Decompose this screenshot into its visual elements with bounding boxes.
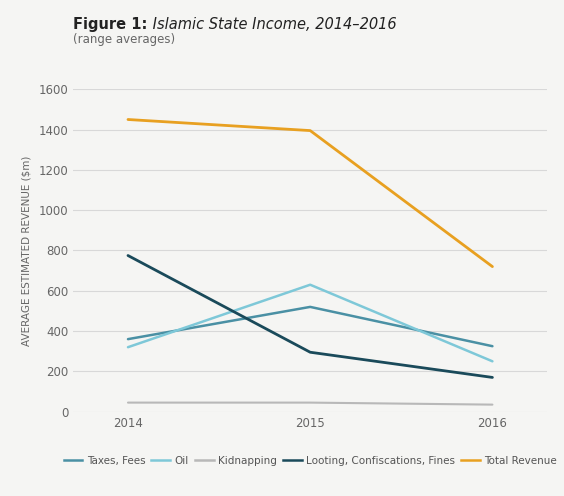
Y-axis label: AVERAGE ESTIMATED REVENUE ($m): AVERAGE ESTIMATED REVENUE ($m)	[22, 155, 32, 346]
Legend: Taxes, Fees, Oil, Kidnapping, Looting, Confiscations, Fines, Total Revenue: Taxes, Fees, Oil, Kidnapping, Looting, C…	[64, 456, 557, 466]
Text: (range averages): (range averages)	[73, 33, 175, 46]
Text: Islamic State Income, 2014–2016: Islamic State Income, 2014–2016	[148, 17, 396, 32]
Text: Figure 1:: Figure 1:	[73, 17, 148, 32]
